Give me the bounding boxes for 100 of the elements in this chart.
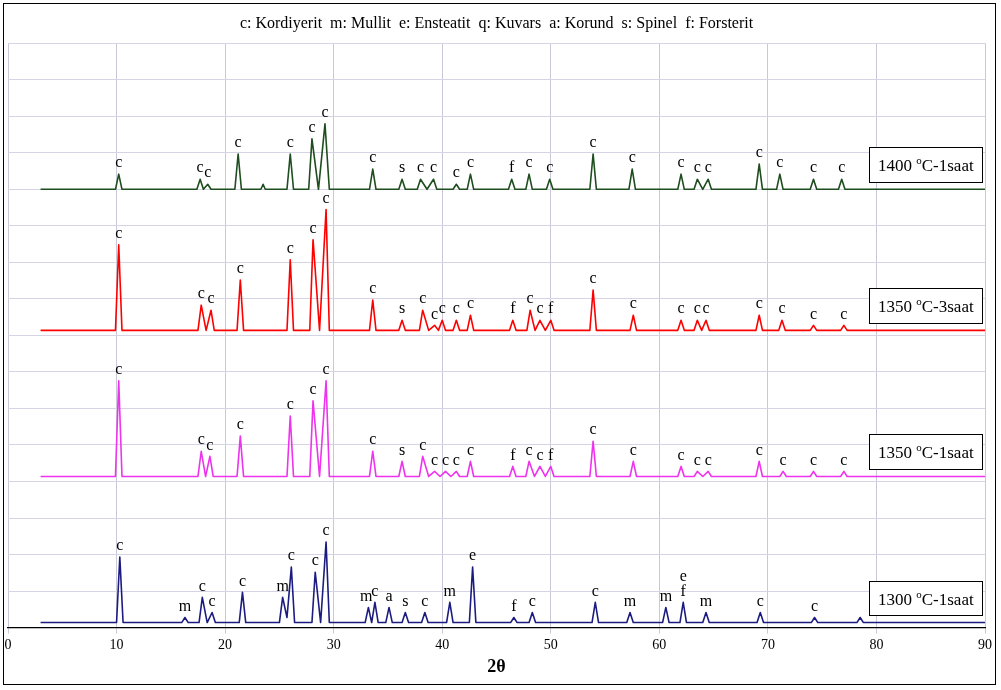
- annotation: c: [677, 299, 685, 317]
- x-tick-label: 90: [978, 636, 992, 652]
- annotation: c: [309, 218, 317, 236]
- annotation: c: [369, 430, 377, 448]
- annotation: c: [286, 133, 294, 151]
- annotation: c: [371, 581, 379, 599]
- annotation: c: [115, 359, 123, 377]
- annotation: c: [431, 304, 439, 322]
- annotation: c: [536, 445, 544, 463]
- annotation: c: [311, 551, 319, 569]
- annotation: c: [704, 450, 712, 468]
- annotation: c: [693, 299, 701, 317]
- annotation: c: [419, 435, 427, 453]
- annotation: c: [693, 450, 701, 468]
- annotation: c: [546, 158, 554, 176]
- annotation: m: [178, 596, 192, 614]
- annotation: e: [469, 546, 477, 564]
- x-tick-label: 80: [869, 636, 884, 652]
- annotation: c: [236, 259, 244, 277]
- annotation: c: [234, 133, 242, 151]
- annotation: c: [286, 395, 294, 413]
- annotation: c: [704, 158, 712, 176]
- annotation: m: [699, 591, 713, 609]
- annotation: c: [452, 450, 460, 468]
- x-tick-label: 20: [218, 636, 233, 652]
- x-axis-title: 2θ: [487, 655, 506, 676]
- annotation: c: [115, 153, 123, 171]
- x-tick-label: 30: [326, 636, 341, 652]
- annotation: c: [589, 269, 597, 287]
- annotation: c: [207, 289, 215, 307]
- annotation: s: [398, 158, 406, 176]
- annotation: e: [679, 566, 687, 584]
- annotation: c: [208, 591, 216, 609]
- annotation: c: [196, 158, 204, 176]
- annotation: c: [779, 450, 787, 468]
- annotation: c: [308, 118, 316, 136]
- annotation: f: [509, 158, 516, 176]
- annotation: c: [755, 294, 763, 312]
- annotation: c: [416, 158, 425, 176]
- annotation: c: [466, 440, 474, 458]
- annotation: c: [197, 284, 205, 302]
- annotation: c: [197, 430, 205, 448]
- annotation: c: [452, 163, 460, 181]
- annotation: c: [677, 445, 685, 463]
- annotation: c: [321, 103, 329, 121]
- x-tick-label: 70: [760, 636, 775, 652]
- annotation: c: [438, 299, 446, 317]
- annotation: c: [322, 359, 330, 377]
- annotation: f: [680, 581, 687, 599]
- annotation: c: [628, 148, 636, 166]
- annotation: c: [528, 591, 536, 609]
- annotation: c: [809, 450, 818, 468]
- annotation: s: [398, 440, 406, 458]
- x-tick-label: 50: [543, 636, 558, 652]
- annotation: c: [238, 571, 247, 589]
- annotation: c: [629, 440, 637, 458]
- annotation: m: [659, 586, 673, 604]
- annotation: c: [116, 536, 124, 554]
- annotation: a: [385, 586, 393, 604]
- annotation: c: [776, 153, 784, 171]
- annotation: c: [466, 153, 474, 171]
- annotation: s: [398, 299, 406, 317]
- annotation: c: [838, 158, 846, 176]
- annotation: f: [548, 299, 555, 317]
- annotation: c: [591, 581, 599, 599]
- annotation: c: [536, 299, 544, 317]
- annotation: c: [322, 521, 330, 539]
- annotation: c: [287, 546, 295, 564]
- x-tick-label: 40: [435, 636, 450, 652]
- annotation: c: [429, 158, 438, 176]
- annotation: c: [204, 163, 212, 181]
- x-tick-label: 0: [4, 636, 12, 652]
- annotation: c: [778, 299, 786, 317]
- annotation: c: [809, 304, 818, 322]
- annotation: c: [322, 188, 330, 206]
- annotation: c: [589, 133, 597, 151]
- annotation: c: [309, 380, 317, 398]
- annotation: c: [525, 153, 533, 171]
- annotation: c: [589, 420, 597, 438]
- x-tick-label: 10: [109, 636, 124, 652]
- annotation: f: [548, 445, 555, 463]
- annotation: f: [511, 596, 518, 614]
- annotation: c: [629, 294, 637, 312]
- annotation: c: [756, 591, 764, 609]
- annotation: c: [702, 299, 710, 317]
- annotation: c: [421, 591, 429, 609]
- annotation: c: [525, 440, 533, 458]
- annotation: c: [755, 440, 763, 458]
- annotation: c: [811, 596, 819, 614]
- annotation: c: [369, 279, 377, 297]
- annotation: m: [623, 591, 637, 609]
- annotation: c: [693, 158, 701, 176]
- annotation: c: [115, 223, 123, 241]
- annotation: c: [840, 450, 848, 468]
- x-tick-label: 60: [652, 636, 667, 652]
- annotation: c: [441, 450, 450, 468]
- annotation: m: [443, 581, 457, 599]
- series-label: 1350 $^{o}$C-3saat: [869, 288, 983, 325]
- annotation: c: [236, 415, 244, 433]
- annotation: c: [755, 143, 763, 161]
